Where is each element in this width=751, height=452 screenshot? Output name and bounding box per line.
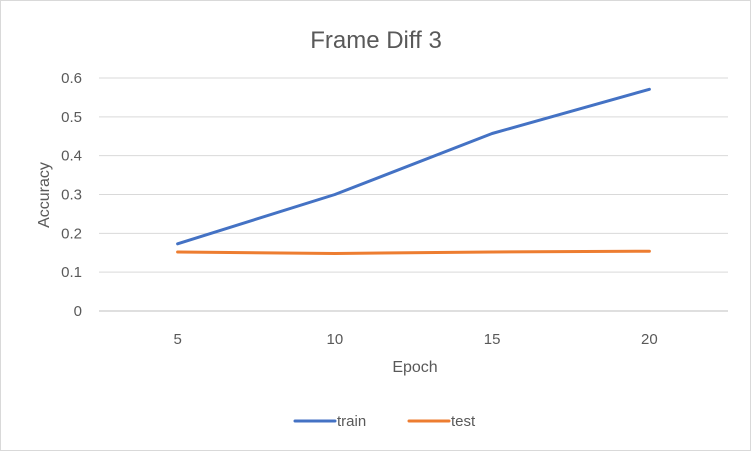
y-axis-ticks: 0 0.1 0.2 0.3 0.4 0.5 0.6	[61, 70, 82, 320]
series-line-train	[176, 87, 651, 246]
x-tick-label: 10	[327, 331, 344, 348]
gridlines	[99, 77, 728, 312]
x-tick-label: 5	[173, 331, 181, 348]
y-tick-label: 0	[74, 303, 82, 320]
y-tick-label: 0.1	[61, 264, 82, 281]
legend-label-test: test	[451, 413, 476, 430]
y-tick-label: 0.4	[61, 148, 82, 165]
series-lines	[176, 87, 651, 255]
x-axis-ticks: 5 10 15 20	[173, 331, 657, 348]
legend: train test	[293, 413, 476, 430]
chart-title: Frame Diff 3	[310, 27, 442, 54]
y-tick-label: 0.2	[61, 225, 82, 242]
x-tick-label: 20	[641, 331, 658, 348]
y-tick-label: 0.5	[61, 109, 82, 126]
x-tick-label: 15	[484, 331, 501, 348]
x-axis-title: Epoch	[392, 359, 437, 376]
series-line-test	[176, 249, 651, 255]
y-axis-title: Accuracy	[36, 162, 53, 228]
legend-label-train: train	[337, 413, 366, 430]
y-tick-label: 0.3	[61, 187, 82, 204]
y-tick-label: 0.6	[61, 70, 82, 87]
